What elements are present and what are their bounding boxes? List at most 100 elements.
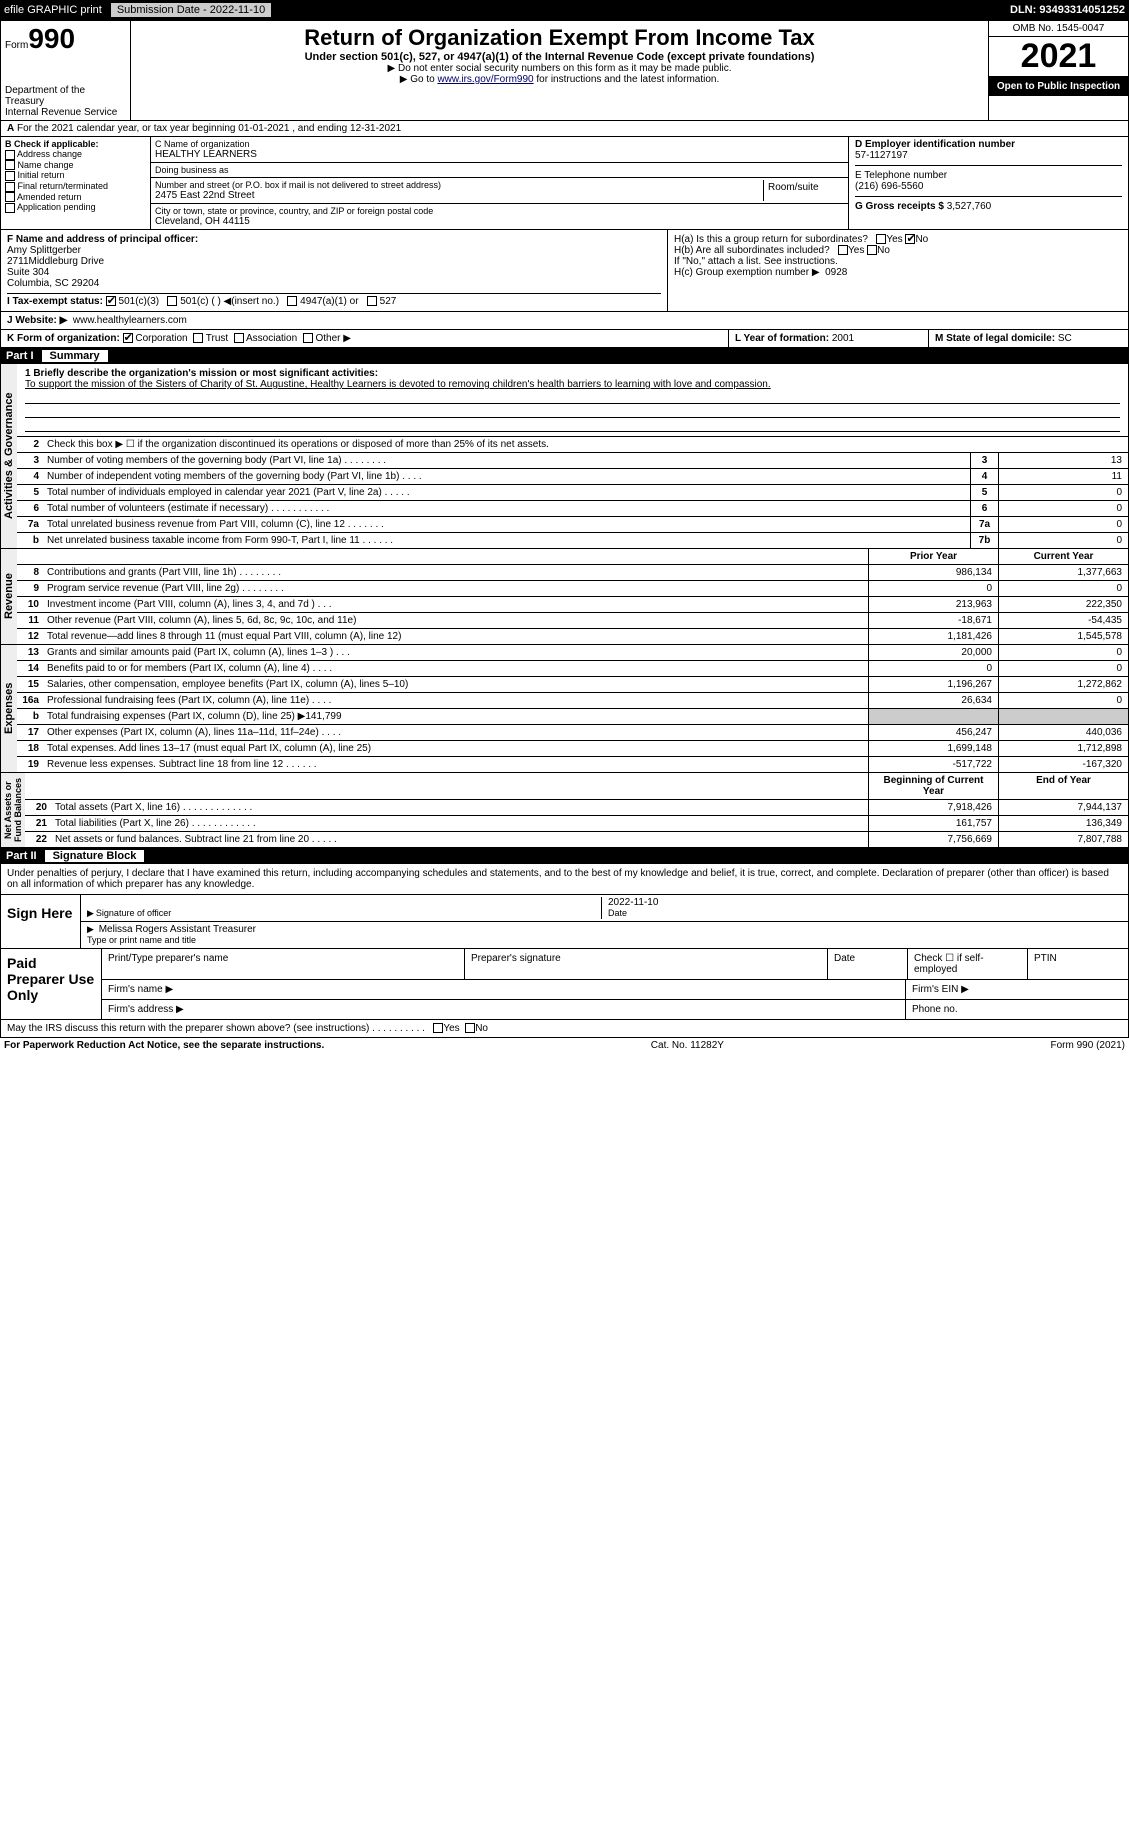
part2-num: Part II [6, 850, 45, 862]
cb-final-return[interactable]: Final return/terminated [5, 181, 146, 192]
firm-phone-label: Phone no. [906, 1000, 1128, 1019]
discuss-line: May the IRS discuss this return with the… [0, 1020, 1129, 1038]
na-section: Net Assets or Fund Balances Beginning of… [0, 773, 1129, 848]
officer-block: F Name and address of principal officer:… [0, 230, 1129, 312]
signature-block: Under penalties of perjury, I declare th… [0, 864, 1129, 949]
phone-value: (216) 696-5560 [855, 181, 923, 192]
cb-trust[interactable] [193, 333, 203, 343]
period-line: A For the 2021 calendar year, or tax yea… [0, 121, 1129, 137]
table-row: 19Revenue less expenses. Subtract line 1… [17, 757, 1128, 772]
officer-addr1: 2711Middleburg Drive [7, 256, 104, 267]
hc-value: 0928 [825, 267, 847, 278]
period-text: For the 2021 calendar year, or tax year … [17, 123, 401, 134]
cb-amended[interactable]: Amended return [5, 192, 146, 203]
sig-declaration: Under penalties of perjury, I declare th… [1, 864, 1128, 895]
gross-value: 3,527,760 [947, 201, 992, 212]
part2-header: Part II Signature Block [0, 848, 1129, 864]
discuss-yes[interactable] [433, 1023, 443, 1033]
ha-no[interactable] [905, 234, 915, 244]
box-b: B Check if applicable: Address change Na… [1, 137, 151, 229]
firm-addr-label: Firm's address ▶ [102, 1000, 906, 1019]
rev-label: Revenue [1, 549, 17, 644]
ein-value: 57-1127197 [855, 150, 908, 161]
firm-name-label: Firm's name ▶ [102, 980, 906, 999]
current-year-hdr: Current Year [998, 549, 1128, 564]
street-label: Number and street (or P.O. box if mail i… [155, 180, 763, 190]
table-row: 20Total assets (Part X, line 16) . . . .… [25, 800, 1128, 816]
website-value: www.healthylearners.com [73, 315, 187, 326]
ssn-warning: ▶ Do not enter social security numbers o… [135, 63, 984, 74]
prior-year-hdr: Prior Year [868, 549, 998, 564]
form-label: Form [5, 40, 28, 51]
prep-name-label: Print/Type preparer's name [102, 949, 465, 979]
instructions-link[interactable]: www.irs.gov/Form990 [437, 74, 533, 85]
cb-other[interactable] [303, 333, 313, 343]
table-row: 6Total number of volunteers (estimate if… [17, 501, 1128, 517]
cb-501c3[interactable] [106, 296, 116, 306]
table-row: 4Number of independent voting members of… [17, 469, 1128, 485]
goto-pre: ▶ Go to [400, 74, 438, 85]
domicile: SC [1058, 333, 1072, 344]
org-name: HEALTHY LEARNERS [155, 149, 844, 160]
cb-4947[interactable] [287, 296, 297, 306]
form-subtitle: Under section 501(c), 527, or 4947(a)(1)… [135, 51, 984, 63]
cb-527[interactable] [367, 296, 377, 306]
mission-q: 1 Briefly describe the organization's mi… [25, 368, 378, 379]
box-d-e-g: D Employer identification number 57-1127… [848, 137, 1128, 229]
hb-note: If "No," attach a list. See instructions… [674, 256, 1122, 267]
box-b-title: B Check if applicable: [5, 139, 99, 149]
cb-corp[interactable] [123, 333, 133, 343]
na-header-row: Beginning of Current Year End of Year [25, 773, 1128, 800]
table-row: 21Total liabilities (Part X, line 26) . … [25, 816, 1128, 832]
org-name-label: C Name of organization [155, 139, 844, 149]
cb-501c[interactable] [167, 296, 177, 306]
prep-sig-label: Preparer's signature [465, 949, 828, 979]
cb-name-change[interactable]: Name change [5, 160, 146, 171]
paid-label: Paid Preparer Use Only [1, 949, 101, 1019]
room-label: Room/suite [764, 180, 844, 201]
ha-yes[interactable] [876, 234, 886, 244]
dept-label: Department of the Treasury Internal Reve… [5, 85, 126, 118]
cb-app-pending[interactable]: Application pending [5, 202, 146, 213]
open-to-public: Open to Public Inspection [989, 77, 1128, 96]
city-value: Cleveland, OH 44115 [155, 216, 844, 227]
cb-assoc[interactable] [234, 333, 244, 343]
dba-label: Doing business as [155, 165, 844, 175]
sig-name-label: Type or print name and title [87, 935, 196, 945]
foot-right: Form 990 (2021) [1051, 1040, 1125, 1051]
part1-num: Part I [6, 350, 42, 362]
efile-label: efile GRAPHIC print [4, 4, 102, 16]
part1-header: Part I Summary [0, 348, 1129, 364]
discuss-no[interactable] [465, 1023, 475, 1033]
gov-label: Activities & Governance [1, 364, 17, 548]
officer-label: F Name and address of principal officer: [7, 234, 198, 245]
domicile-label: M State of legal domicile: [935, 333, 1055, 344]
table-row: 15Salaries, other compensation, employee… [17, 677, 1128, 693]
table-row: 7aTotal unrelated business revenue from … [17, 517, 1128, 533]
table-row: 22Net assets or fund balances. Subtract … [25, 832, 1128, 847]
cb-address-change[interactable]: Address change [5, 149, 146, 160]
website-label: J Website: ▶ [7, 315, 67, 326]
form-org-label: K Form of organization: [7, 333, 120, 344]
hb-no[interactable] [867, 245, 877, 255]
year-formation-label: L Year of formation: [735, 333, 829, 344]
part2-title: Signature Block [45, 850, 145, 862]
table-row: 11Other revenue (Part VIII, column (A), … [17, 613, 1128, 629]
hb-yes[interactable] [838, 245, 848, 255]
table-row: 16aProfessional fundraising fees (Part I… [17, 693, 1128, 709]
table-row: 3Number of voting members of the governi… [17, 453, 1128, 469]
form-title: Return of Organization Exempt From Incom… [135, 25, 984, 51]
table-row: 5Total number of individuals employed in… [17, 485, 1128, 501]
hc-label: H(c) Group exemption number ▶ [674, 267, 820, 278]
table-row: 8Contributions and grants (Part VIII, li… [17, 565, 1128, 581]
street-value: 2475 East 22nd Street [155, 190, 763, 201]
begin-year-hdr: Beginning of Current Year [868, 773, 998, 799]
submission-date-button[interactable]: Submission Date - 2022-11-10 [110, 2, 272, 18]
form-number: 990 [28, 23, 75, 54]
sig-date-label: Date [608, 908, 627, 918]
cb-initial-return[interactable]: Initial return [5, 170, 146, 181]
table-row: 10Investment income (Part VIII, column (… [17, 597, 1128, 613]
form-header: Form990 Department of the Treasury Inter… [0, 20, 1129, 121]
sign-here-label: Sign Here [1, 895, 81, 948]
year-formation: 2001 [832, 333, 854, 344]
